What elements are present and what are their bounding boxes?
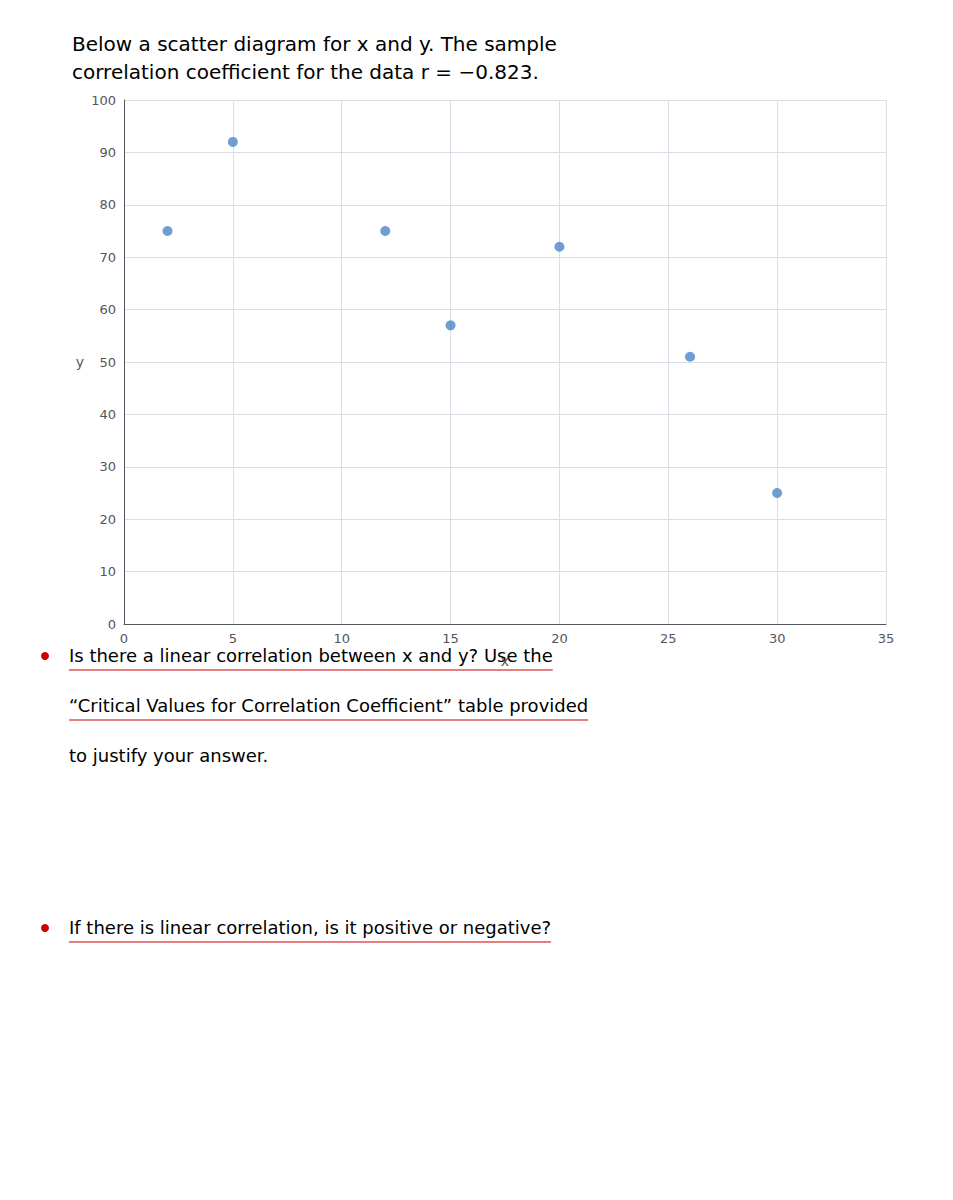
svg-text:0: 0 <box>108 617 116 632</box>
svg-text:to justify your answer.: to justify your answer. <box>69 745 268 766</box>
svg-text:10: 10 <box>99 564 116 579</box>
svg-text:y: y <box>76 354 84 370</box>
svg-text:30: 30 <box>99 459 116 474</box>
svg-text:100: 100 <box>91 93 116 108</box>
svg-text:Is there a linear correlation: Is there a linear correlation between x … <box>69 645 553 666</box>
svg-text:40: 40 <box>99 407 116 422</box>
svg-text:5: 5 <box>229 631 237 646</box>
svg-text:If there is linear correlation: If there is linear correlation, is it po… <box>69 917 551 938</box>
svg-text:10: 10 <box>333 631 350 646</box>
svg-text:80: 80 <box>99 197 116 212</box>
svg-text:30: 30 <box>769 631 786 646</box>
svg-text:15: 15 <box>442 631 459 646</box>
svg-text:20: 20 <box>551 631 568 646</box>
svg-text:Below a scatter diagram for x: Below a scatter diagram for x and y. The… <box>72 32 557 56</box>
svg-text:0: 0 <box>120 631 128 646</box>
svg-text:70: 70 <box>99 250 116 265</box>
svg-text:50: 50 <box>99 355 116 370</box>
svg-text:35: 35 <box>878 631 895 646</box>
svg-text:25: 25 <box>660 631 677 646</box>
svg-text:60: 60 <box>99 302 116 317</box>
svg-text:90: 90 <box>99 145 116 160</box>
svg-text:correlation coefficient for th: correlation coefficient for the data r =… <box>72 60 539 84</box>
svg-text:“Critical Values for Correlati: “Critical Values for Correlation Coeffic… <box>69 695 588 716</box>
svg-text:x: x <box>501 653 509 669</box>
svg-text:20: 20 <box>99 512 116 527</box>
